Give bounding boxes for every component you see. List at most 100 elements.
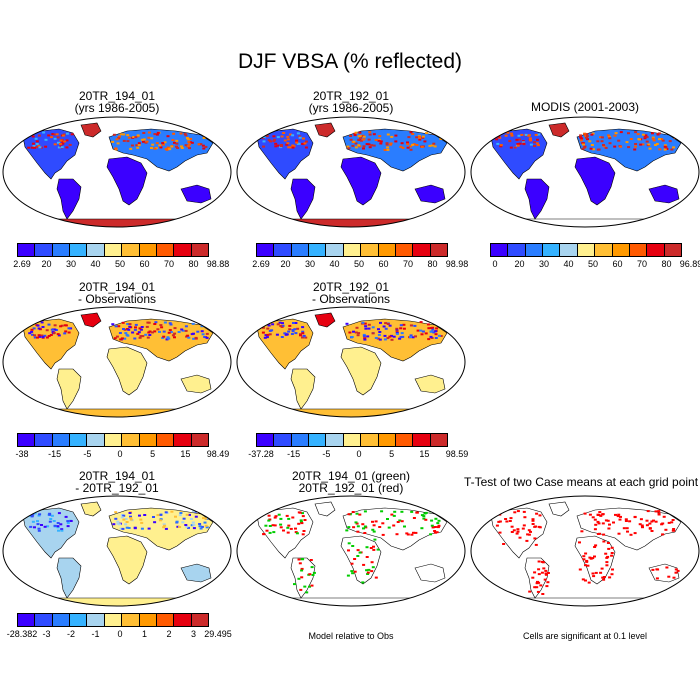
grid-cell xyxy=(607,547,611,550)
grid-cell xyxy=(56,136,60,139)
grid-cell xyxy=(49,334,53,336)
grid-cell xyxy=(38,513,42,516)
landmass-an xyxy=(508,218,670,227)
grid-cell xyxy=(358,513,362,516)
grid-cell xyxy=(422,517,426,520)
landmass-an xyxy=(274,408,436,417)
grid-cell xyxy=(144,141,148,144)
tick-label: 0 xyxy=(356,449,362,459)
grid-cell xyxy=(265,336,269,339)
grid-cell xyxy=(36,520,39,523)
grid-cell xyxy=(386,518,389,520)
grid-cell xyxy=(582,142,586,145)
grid-cell xyxy=(142,132,146,134)
grid-cell xyxy=(147,136,151,139)
grid-cell xyxy=(661,139,665,142)
colorbar-swatch-9 xyxy=(174,434,192,446)
grid-cell xyxy=(286,135,290,138)
grid-cell xyxy=(381,533,385,536)
grid-cell xyxy=(38,335,42,338)
grid-cell xyxy=(544,572,548,575)
grid-cell xyxy=(398,519,402,522)
grid-cell xyxy=(130,144,134,147)
grid-cell xyxy=(386,133,390,136)
grid-cell xyxy=(383,334,387,337)
grid-cell xyxy=(388,335,392,338)
grid-cell xyxy=(267,519,271,522)
grid-cell xyxy=(60,146,64,149)
grid-cell xyxy=(498,531,502,534)
grid-cell xyxy=(643,137,647,140)
grid-cell xyxy=(614,513,617,516)
grid-cell xyxy=(585,133,589,136)
landmass-na xyxy=(490,507,548,559)
grid-cell xyxy=(156,514,160,517)
grid-cell xyxy=(133,527,137,530)
colorbar-swatch-5 xyxy=(577,244,596,256)
grid-cell xyxy=(429,335,433,338)
grid-cell xyxy=(111,323,115,326)
landmass-af xyxy=(574,535,616,585)
grid-cell xyxy=(672,576,676,579)
grid-cell xyxy=(435,531,439,534)
tick-label: -5 xyxy=(83,449,92,459)
grid-cell xyxy=(126,334,130,337)
colorbar-swatch-1 xyxy=(274,434,292,446)
grid-cell xyxy=(291,516,295,519)
grid-cell xyxy=(56,525,60,528)
grid-cell xyxy=(658,138,661,141)
tick-label: 60 xyxy=(612,259,623,269)
grid-cell xyxy=(184,134,188,137)
grid-cell xyxy=(31,135,35,138)
tick-label: 2 xyxy=(166,629,172,639)
grid-cell xyxy=(537,133,541,136)
grid-cell xyxy=(362,145,366,148)
grid-cell xyxy=(354,142,358,145)
grid-cell xyxy=(591,516,595,519)
grid-cell xyxy=(388,143,392,146)
grid-cell xyxy=(65,132,69,135)
grid-cell xyxy=(427,338,431,341)
panel-8-caption: 20TR_194_01 (green) 20TR_192_01 (red) xyxy=(235,470,467,494)
grid-cell xyxy=(354,146,358,149)
grid-cell xyxy=(347,147,351,150)
grid-cell xyxy=(292,322,295,324)
grid-cell xyxy=(134,326,137,329)
grid-cell xyxy=(608,142,612,145)
grid-cell xyxy=(616,515,620,518)
grid-cell xyxy=(624,520,628,522)
grid-cell xyxy=(275,333,279,336)
grid-cell xyxy=(346,574,350,577)
grid-cell xyxy=(366,571,370,574)
grid-cell xyxy=(510,134,514,137)
grid-cell xyxy=(583,132,587,135)
grid-cell xyxy=(59,139,63,142)
grid-cell xyxy=(288,133,292,136)
grid-cell xyxy=(180,147,184,149)
grid-cell xyxy=(299,334,302,337)
grid-cell xyxy=(122,133,126,136)
grid-cell xyxy=(147,331,151,334)
grid-cell xyxy=(648,527,652,530)
grid-cell xyxy=(150,137,154,140)
grid-cell xyxy=(51,133,55,136)
grid-cell xyxy=(508,140,512,143)
grid-cell xyxy=(37,134,41,137)
grid-cell xyxy=(294,527,297,530)
grid-cell xyxy=(351,511,355,513)
grid-cell xyxy=(274,515,278,518)
grid-cell xyxy=(301,515,305,518)
grid-cell xyxy=(546,572,550,574)
grid-cell xyxy=(592,148,595,151)
grid-cell xyxy=(542,567,546,570)
colorbar-swatch-7 xyxy=(378,434,396,446)
grid-cell xyxy=(401,335,405,338)
grid-cell xyxy=(285,514,289,517)
colorbar-swatch-0 xyxy=(491,244,509,256)
grid-cell xyxy=(409,145,413,148)
grid-cell xyxy=(151,143,155,146)
grid-cell xyxy=(139,335,143,338)
grid-cell xyxy=(176,147,180,149)
tick-label: -28.382 xyxy=(6,629,38,639)
grid-cell xyxy=(392,524,396,527)
